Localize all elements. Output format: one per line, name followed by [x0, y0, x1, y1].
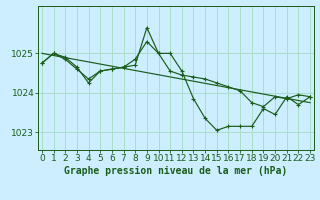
X-axis label: Graphe pression niveau de la mer (hPa): Graphe pression niveau de la mer (hPa): [64, 166, 288, 176]
